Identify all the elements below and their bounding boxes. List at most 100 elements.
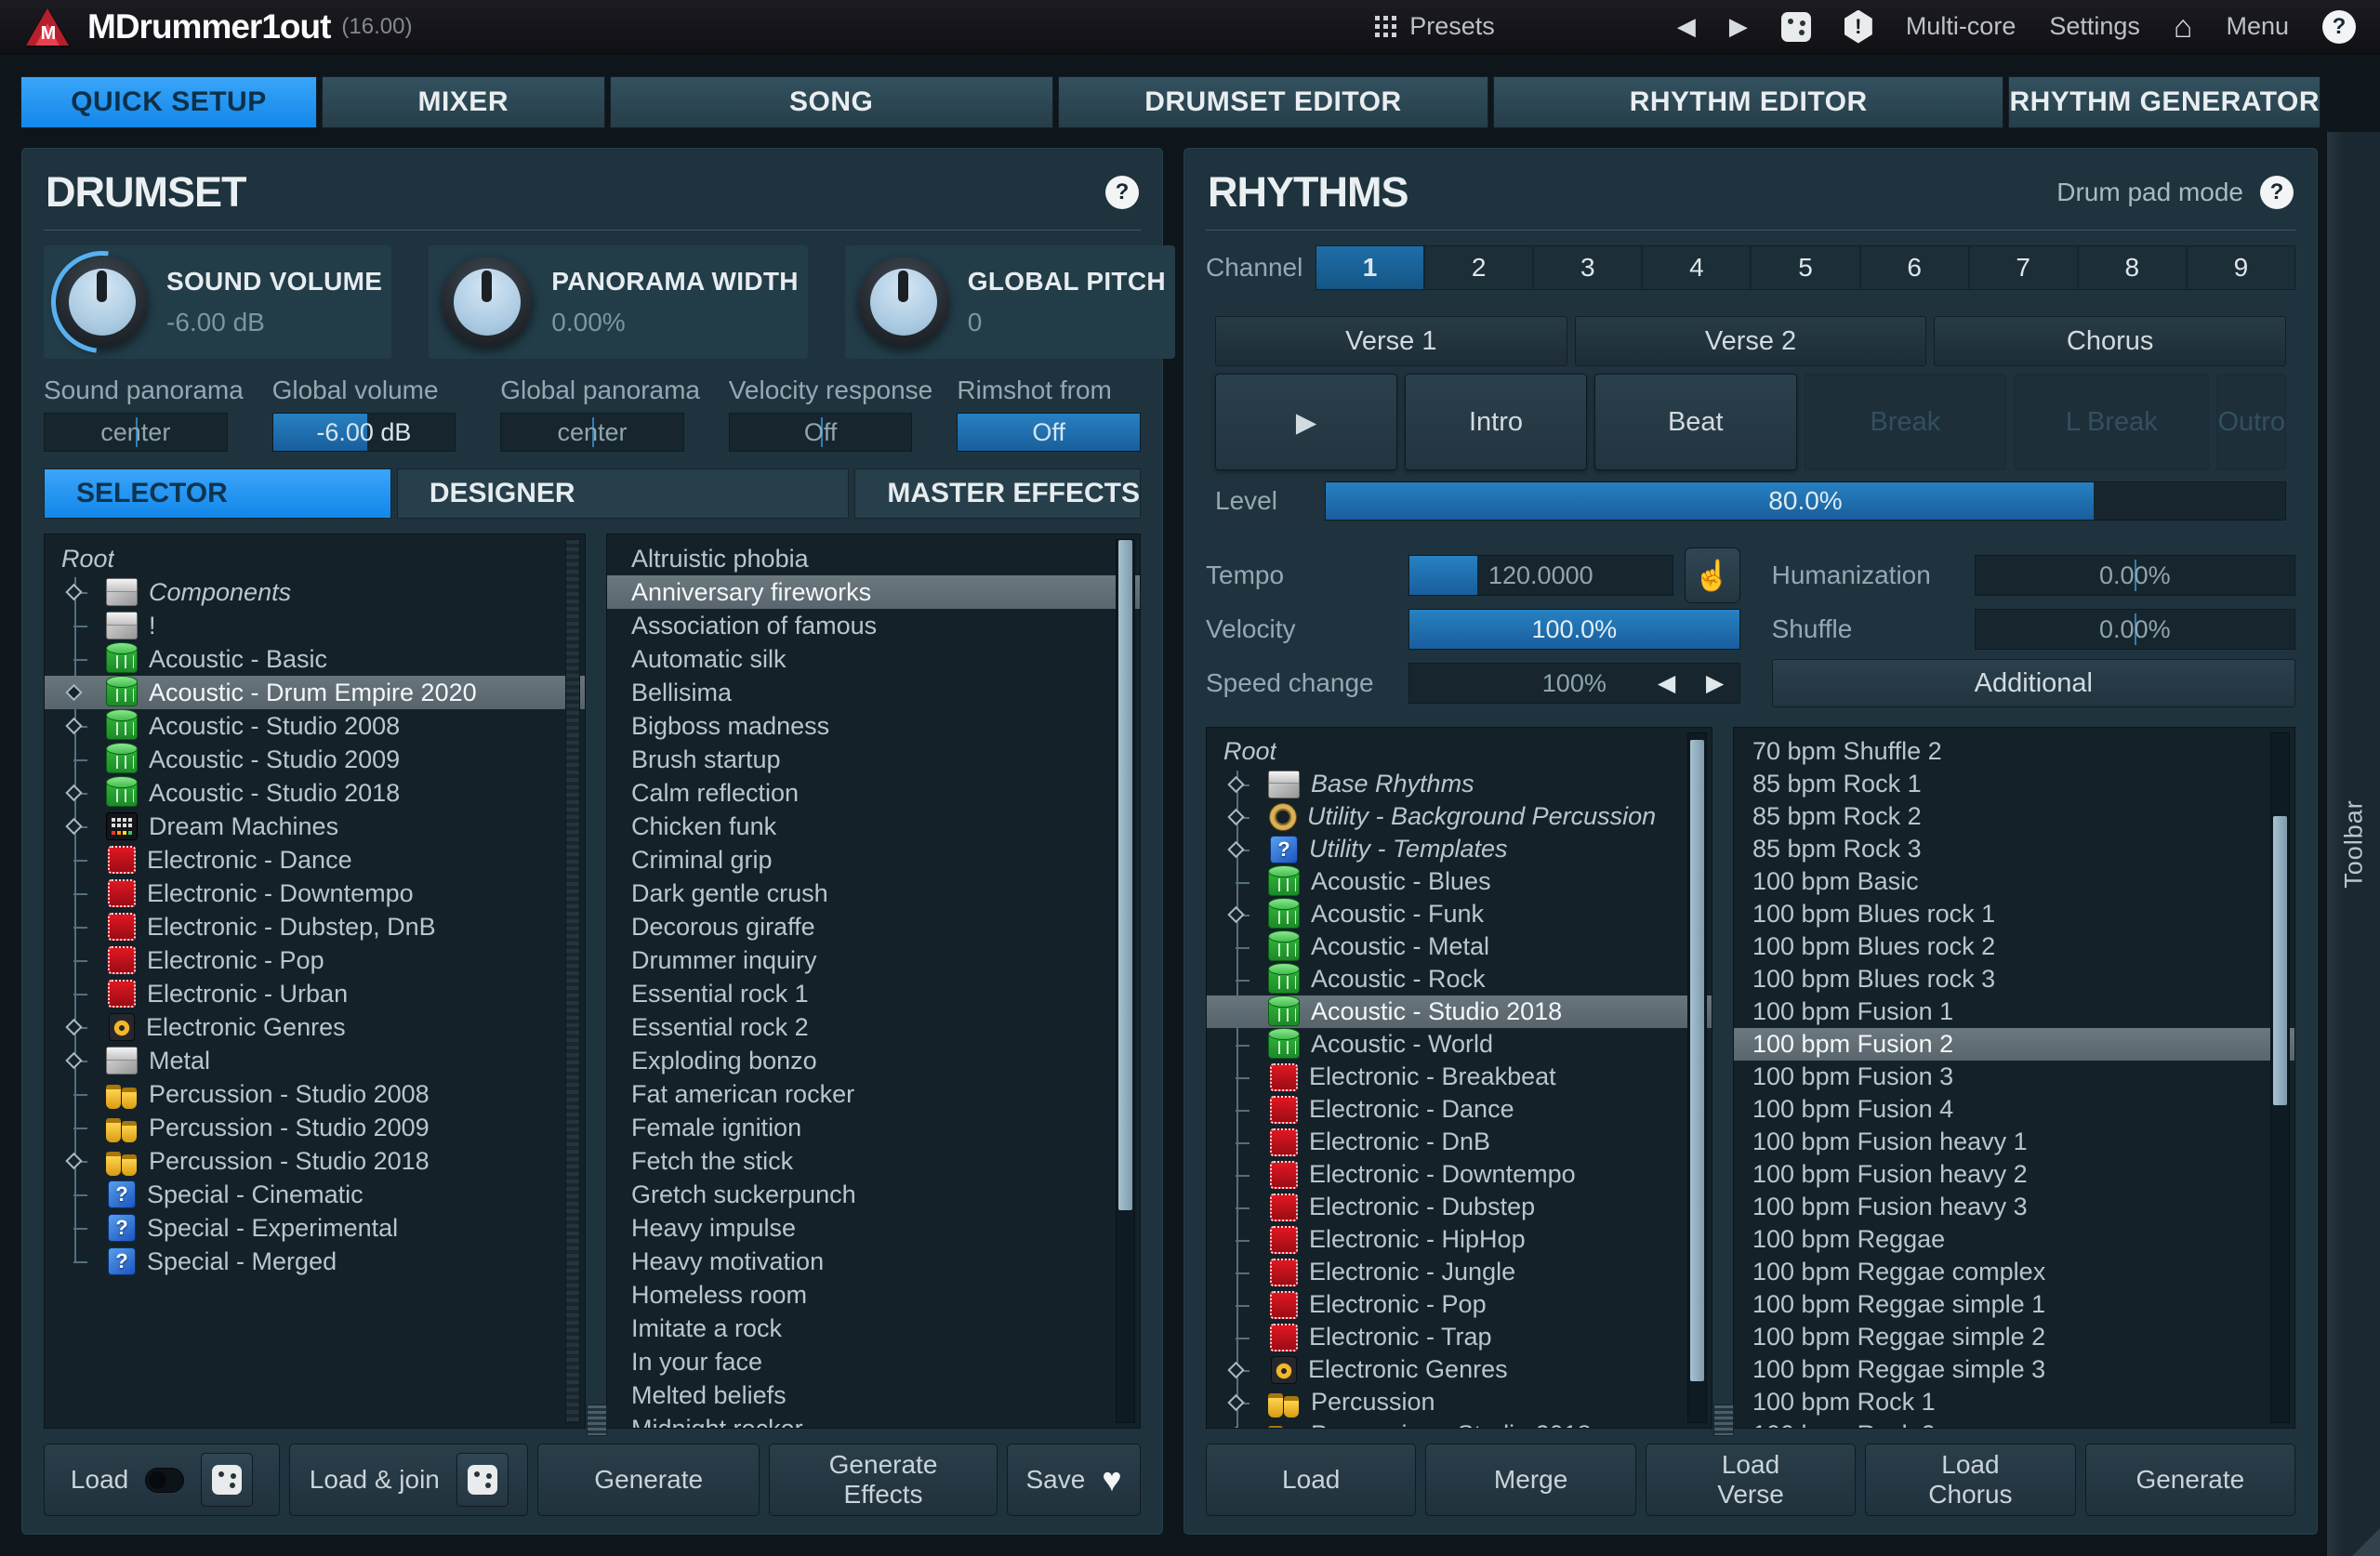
- tree-row[interactable]: Percussion: [1207, 1386, 1712, 1418]
- rhythm-action-button[interactable]: Load Chorus: [1865, 1444, 2076, 1516]
- previous-preset-button[interactable]: ◀: [1676, 12, 1696, 40]
- tree-row[interactable]: Acoustic - Drum Empire 2020: [45, 676, 585, 709]
- menu-button[interactable]: Menu: [2226, 12, 2289, 40]
- part-button[interactable]: Intro: [1405, 374, 1587, 470]
- preset-list-item[interactable]: Automatic silk: [631, 644, 787, 673]
- presets-button[interactable]: Presets: [1375, 12, 1495, 41]
- tree-row[interactable]: Electronic - Breakbeat: [1207, 1061, 1712, 1093]
- rhythm-list-item[interactable]: 100 bpm Fusion 2: [1734, 1028, 2294, 1061]
- home-icon[interactable]: ⌂: [2173, 8, 2193, 45]
- drumset-subtab[interactable]: DESIGNER: [396, 468, 850, 519]
- preset-list-item[interactable]: Female ignition: [631, 1113, 802, 1141]
- channel-button[interactable]: 8: [2079, 246, 2188, 289]
- tree-row[interactable]: Special - Merged: [45, 1245, 585, 1278]
- toolbar-strip[interactable]: Toolbar: [2326, 132, 2380, 1556]
- preset-list-item[interactable]: Imitate a rock: [631, 1313, 783, 1342]
- rhythm-list-item[interactable]: 100 bpm Rock 1: [1752, 1388, 1936, 1416]
- rhythm-list-item[interactable]: 100 bpm Reggae: [1752, 1225, 1946, 1253]
- load-random-button[interactable]: [201, 1453, 254, 1507]
- rhythm-action-button[interactable]: Merge: [1425, 1444, 1636, 1516]
- tree-row[interactable]: Utility - Templates: [1207, 833, 1712, 865]
- rhythm-list-item[interactable]: 100 bpm Fusion heavy 3: [1752, 1193, 2028, 1220]
- splitter-grip[interactable]: [587, 1404, 607, 1436]
- rhythm-list-item[interactable]: 100 bpm Fusion 3: [1752, 1062, 1954, 1090]
- drum-pad-mode-button[interactable]: Drum pad mode: [2056, 178, 2243, 206]
- preset-list-item[interactable]: Midnight rocker: [631, 1414, 803, 1429]
- tree-row[interactable]: Acoustic - Rock: [1207, 962, 1712, 996]
- preset-list-item[interactable]: Calm reflection: [631, 778, 800, 807]
- preset-list-item[interactable]: Association of famous: [631, 611, 878, 640]
- preset-list-item[interactable]: Fetch the stick: [631, 1146, 794, 1175]
- tree-row[interactable]: Acoustic - Studio 2018: [45, 776, 585, 810]
- part-button[interactable]: Beat: [1594, 374, 1797, 470]
- tree-row[interactable]: Electronic - Dubstep: [1207, 1191, 1712, 1223]
- main-tab[interactable]: RHYTHM GENERATOR: [2008, 76, 2320, 128]
- channel-button[interactable]: 2: [1425, 246, 1535, 289]
- rhythm-list-item[interactable]: 100 bpm Fusion heavy 1: [1752, 1127, 2028, 1155]
- tree-row[interactable]: Electronic - DnB: [1207, 1126, 1712, 1158]
- generate-drumset-button[interactable]: Generate: [537, 1444, 760, 1516]
- main-tab[interactable]: QUICK SETUP: [20, 76, 317, 128]
- drumset-subtab[interactable]: MASTER EFFECTS: [854, 468, 1141, 519]
- tree-row[interactable]: Electronic - Dubstep, DnB: [45, 910, 585, 943]
- preset-list-item[interactable]: Dark gentle crush: [631, 878, 828, 907]
- param-slider[interactable]: Off: [728, 413, 913, 452]
- rhythm-list-item[interactable]: 100 bpm Blues rock 1: [1752, 900, 1996, 928]
- load-join-random-button[interactable]: [456, 1453, 509, 1507]
- tree-row[interactable]: Electronic - Dance: [45, 843, 585, 877]
- window-resize-grip[interactable]: [2352, 1528, 2380, 1556]
- random-preset-dice-icon[interactable]: [1780, 11, 1811, 42]
- preset-list-item[interactable]: Bellisima: [631, 678, 733, 706]
- settings-button[interactable]: Settings: [2049, 12, 2140, 40]
- param-slider[interactable]: center: [44, 413, 228, 452]
- knob[interactable]: [857, 257, 949, 348]
- tree-row[interactable]: Electronic - Downtempo: [45, 877, 585, 910]
- knob[interactable]: [57, 257, 148, 348]
- preset-list-item[interactable]: Essential rock 2: [631, 1012, 809, 1041]
- rhythm-list-item[interactable]: 100 bpm Fusion 1: [1752, 997, 1954, 1025]
- tree-row[interactable]: Electronic - HipHop: [1207, 1223, 1712, 1256]
- level-slider[interactable]: 80.0%: [1325, 481, 2286, 521]
- splitter-grip[interactable]: [1713, 1404, 1734, 1436]
- tree-row[interactable]: Base Rhythms: [1207, 768, 1712, 800]
- preset-list-item[interactable]: Brush startup: [631, 745, 781, 773]
- main-tab[interactable]: SONG: [609, 76, 1053, 128]
- section-button[interactable]: Verse 2: [1574, 316, 1927, 366]
- drumset-help-icon[interactable]: ?: [1105, 176, 1139, 209]
- save-drumset-button[interactable]: Save ♥: [1007, 1444, 1141, 1516]
- rhythm-list-item[interactable]: 85 bpm Rock 3: [1752, 835, 1922, 863]
- part-button[interactable]: L Break: [2014, 374, 2210, 470]
- part-button[interactable]: ▶: [1215, 374, 1397, 470]
- rhythm-list-item[interactable]: 100 bpm Reggae complex: [1752, 1258, 2046, 1286]
- preset-list-item[interactable]: Criminal grip: [631, 845, 773, 874]
- preset-list-item[interactable]: Gretch suckerpunch: [631, 1180, 856, 1208]
- preset-list-scrollbar[interactable]: [1116, 539, 1135, 1423]
- preset-list-item[interactable]: Chicken funk: [631, 811, 777, 840]
- load-drumset-button[interactable]: Load: [44, 1444, 281, 1516]
- rhythm-action-button[interactable]: Load: [1206, 1444, 1417, 1516]
- tempo-slider[interactable]: 120.0000: [1408, 555, 1673, 596]
- rhythms-help-icon[interactable]: ?: [2260, 176, 2294, 209]
- rhythm-list-item[interactable]: 70 bpm Shuffle 2: [1752, 737, 1942, 765]
- favorite-heart-icon[interactable]: ♥: [1102, 1460, 1122, 1498]
- rhythm-list-item[interactable]: 85 bpm Rock 2: [1752, 802, 1922, 830]
- param-slider[interactable]: Off: [957, 413, 1141, 452]
- rhythm-action-button[interactable]: Load Verse: [1645, 1444, 1857, 1516]
- multicore-button[interactable]: Multi-core: [1905, 12, 2016, 40]
- tree-row[interactable]: Electronic - Pop: [45, 943, 585, 977]
- section-button[interactable]: Verse 1: [1215, 316, 1567, 366]
- rhythm-list-item[interactable]: 100 bpm Fusion heavy 2: [1752, 1160, 2028, 1188]
- tree-row[interactable]: Electronic - Dance: [1207, 1093, 1712, 1126]
- tree-row[interactable]: Special - Experimental: [45, 1211, 585, 1245]
- channel-button[interactable]: 7: [1970, 246, 2079, 289]
- tree-row[interactable]: Percussion - Studio 2008: [45, 1077, 585, 1111]
- preset-list-item[interactable]: Anniversary fireworks: [607, 575, 1140, 609]
- channel-button[interactable]: 6: [1861, 246, 1970, 289]
- param-slider[interactable]: center: [500, 413, 684, 452]
- preset-list-item[interactable]: Heavy motivation: [631, 1246, 825, 1275]
- section-button[interactable]: Chorus: [1934, 316, 2287, 366]
- tree-row[interactable]: Metal: [45, 1044, 585, 1077]
- tree-row[interactable]: Root: [61, 544, 115, 573]
- rhythm-list-item[interactable]: 100 bpm Reggae simple 3: [1752, 1355, 2046, 1383]
- next-preset-button[interactable]: ▶: [1728, 12, 1748, 40]
